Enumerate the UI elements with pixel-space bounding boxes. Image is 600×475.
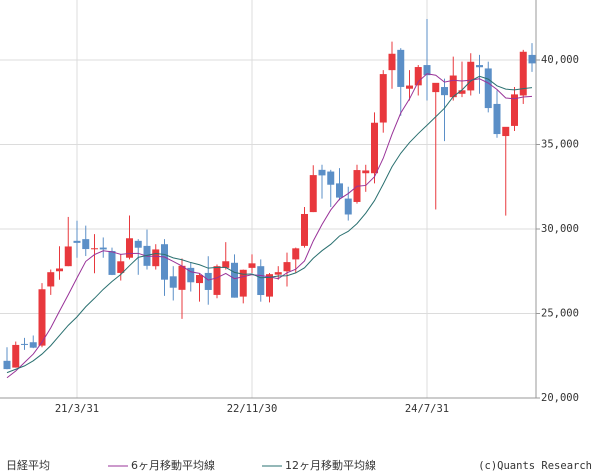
x-tick-label: 21/3/31 <box>55 403 99 415</box>
candle-body <box>134 240 142 248</box>
candle-body <box>257 266 265 296</box>
candle-body <box>388 53 396 71</box>
candle-body <box>12 344 20 368</box>
candle-body <box>502 126 510 137</box>
source-credit: (c)Quants Research <box>478 460 592 472</box>
candle-body <box>108 250 116 275</box>
candle-body <box>423 65 431 76</box>
candle-body <box>309 175 317 213</box>
x-tick-label: 22/11/30 <box>227 403 278 415</box>
candle-body <box>301 213 308 246</box>
candle-body <box>484 68 492 109</box>
candle-body <box>336 183 343 198</box>
y-tick-label: 20,000 <box>541 392 579 404</box>
candle-body <box>441 87 448 96</box>
candle-body <box>91 248 98 250</box>
y-tick-label: 30,000 <box>541 223 579 235</box>
candle-body <box>432 82 440 93</box>
candle-body <box>29 342 37 348</box>
candle-body <box>64 246 72 267</box>
candle-body <box>21 343 28 345</box>
moving-average-line <box>6 75 533 374</box>
y-tick-label: 35,000 <box>541 138 579 150</box>
x-tick-label: 24/7/31 <box>405 403 449 415</box>
candle-body <box>519 51 527 96</box>
candle-body <box>178 265 186 290</box>
candle-body <box>169 276 177 288</box>
y-tick-label: 25,000 <box>541 307 579 319</box>
candle-body <box>318 169 326 176</box>
candle-body <box>117 261 125 273</box>
legend-label: 12ヶ月移動平均線 <box>285 458 376 472</box>
candle-body <box>152 249 160 267</box>
candle-body <box>283 262 291 272</box>
candle-body <box>213 266 221 295</box>
candle-body <box>47 272 55 287</box>
candle-body <box>458 90 466 94</box>
candle-body <box>161 244 168 280</box>
candle-body <box>3 360 11 370</box>
candle-body <box>187 267 195 283</box>
candle-body <box>467 61 475 91</box>
candle-body <box>56 268 63 272</box>
candle-body <box>196 274 203 284</box>
y-tick-label: 40,000 <box>541 54 579 66</box>
candle-body <box>327 171 335 185</box>
candle-body <box>414 67 422 86</box>
candle-body <box>231 262 238 298</box>
candle-body <box>204 272 212 290</box>
candle-body <box>371 122 378 174</box>
legend-label: 6ヶ月移動平均線 <box>131 458 215 472</box>
candle-body <box>239 269 247 297</box>
candle-body <box>292 248 300 260</box>
candle-body <box>274 272 282 275</box>
candle-body <box>222 261 230 268</box>
candle-body <box>493 103 501 135</box>
candle-body <box>406 85 413 89</box>
candle-body <box>449 75 457 98</box>
candle-body <box>38 289 46 346</box>
candle-body <box>379 74 387 123</box>
candle-body <box>511 94 518 126</box>
candle-body <box>73 240 81 243</box>
candle-body <box>476 65 483 68</box>
candle-body <box>528 54 536 64</box>
candle-body <box>362 170 370 174</box>
candle-body <box>99 247 107 250</box>
candle-body <box>126 238 133 258</box>
chart-title: 日経平均 <box>6 459 50 472</box>
candle-body <box>344 198 352 215</box>
candle-body <box>397 49 405 87</box>
candle-body <box>82 239 90 250</box>
candle-body <box>266 274 273 297</box>
candle-body <box>248 263 256 268</box>
